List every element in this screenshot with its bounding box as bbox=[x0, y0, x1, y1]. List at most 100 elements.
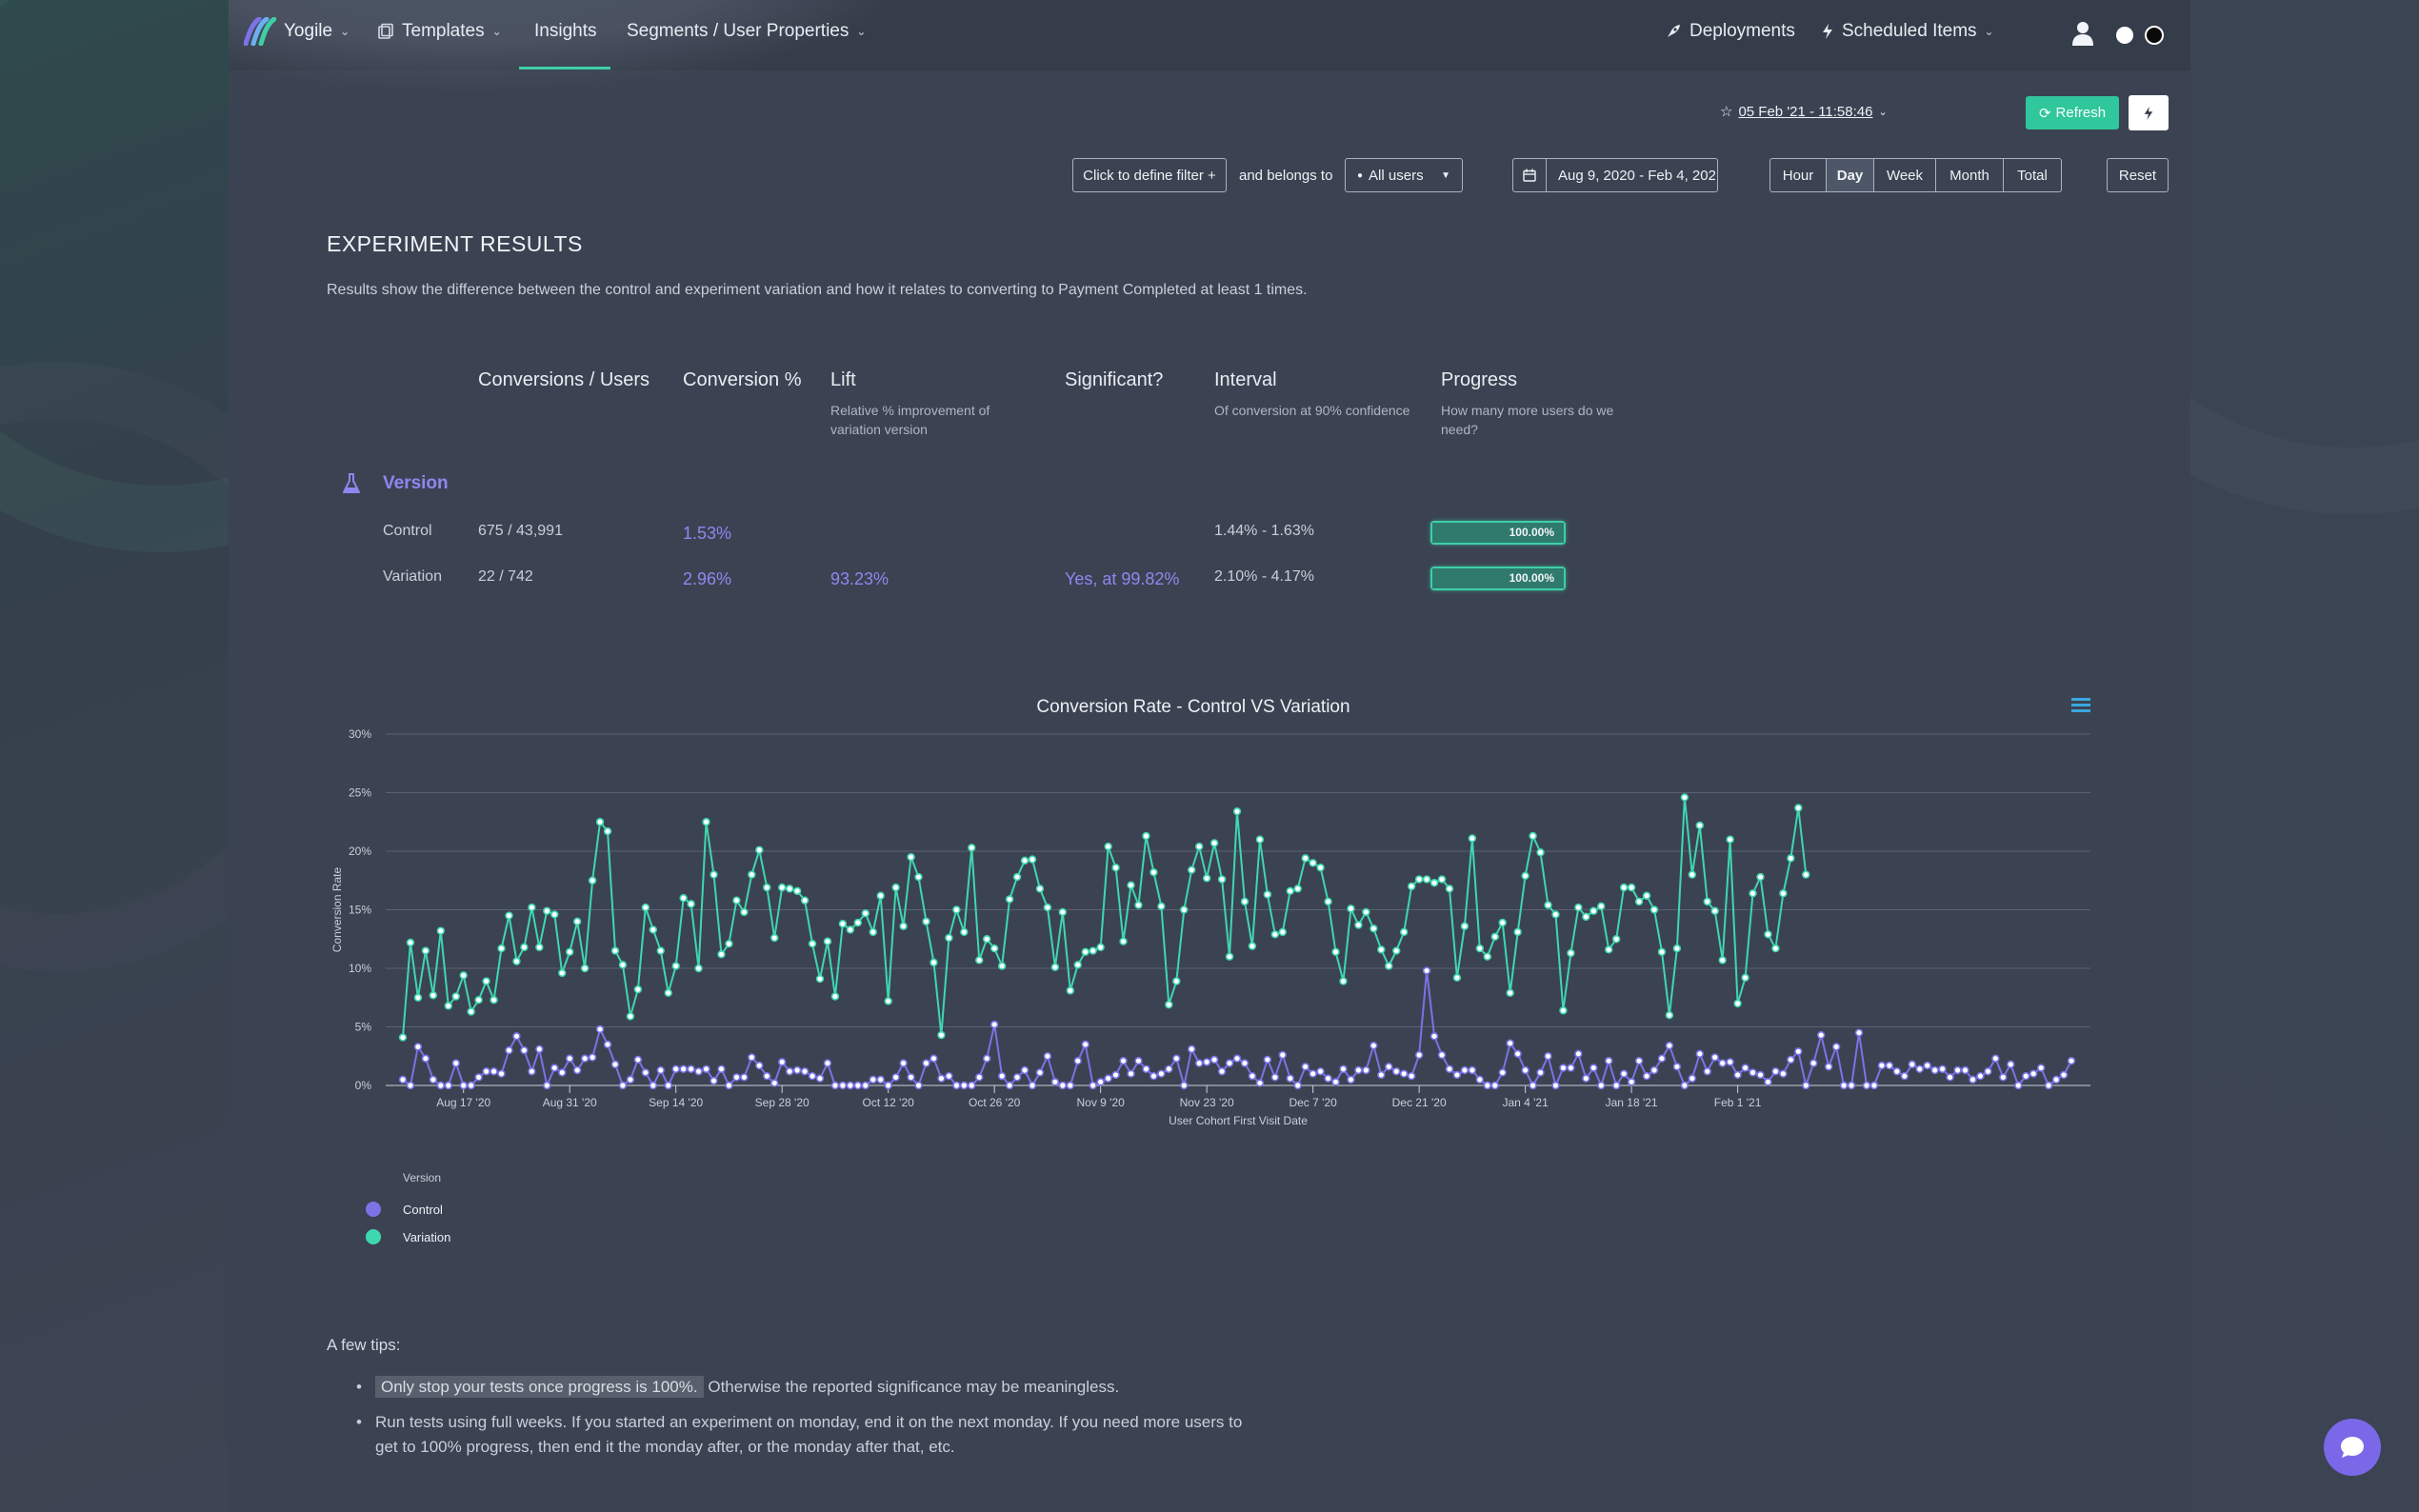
granularity-day[interactable]: Day bbox=[1826, 158, 1874, 192]
granularity-month[interactable]: Month bbox=[1935, 158, 2004, 192]
data-point-variation bbox=[884, 997, 892, 1005]
data-point-control bbox=[1127, 1069, 1135, 1078]
data-point-variation bbox=[725, 939, 733, 948]
data-point-variation bbox=[1649, 905, 1659, 914]
nav-scheduled-items[interactable]: Scheduled Items ⌄ bbox=[1821, 21, 1994, 42]
data-point-variation bbox=[1188, 865, 1196, 874]
nav-deployments[interactable]: Deployments bbox=[1665, 21, 1795, 42]
data-point-control bbox=[1854, 1028, 1864, 1037]
chart-menu-icon[interactable] bbox=[2071, 698, 2090, 715]
bullet-icon: • bbox=[356, 1413, 362, 1431]
data-point-control bbox=[1293, 1081, 1302, 1090]
data-point-control bbox=[823, 1059, 832, 1067]
data-point-control bbox=[505, 1045, 513, 1055]
progress-fill bbox=[1432, 523, 1564, 543]
data-point-control bbox=[1642, 1071, 1651, 1081]
data-point-variation bbox=[960, 927, 969, 937]
x-tick-label: Dec 21 '20 bbox=[1392, 1096, 1447, 1109]
x-tick-label: Aug 17 '20 bbox=[436, 1096, 490, 1109]
data-point-variation bbox=[1437, 875, 1447, 884]
data-point-variation bbox=[1756, 872, 1765, 882]
rocket-icon bbox=[1668, 25, 1680, 37]
data-point-control bbox=[960, 1081, 969, 1090]
data-point-variation bbox=[1111, 864, 1120, 872]
data-point-control bbox=[937, 1074, 946, 1083]
data-point-control bbox=[580, 1054, 590, 1063]
reset-button[interactable]: Reset bbox=[2107, 158, 2169, 192]
data-point-control bbox=[2044, 1081, 2053, 1090]
quick-action-button[interactable] bbox=[2129, 95, 2169, 130]
data-point-control bbox=[1688, 1074, 1697, 1083]
data-point-control bbox=[1589, 1064, 1598, 1072]
refresh-icon: ⟳ bbox=[2038, 105, 2051, 122]
data-point-variation bbox=[1202, 874, 1211, 883]
data-point-control bbox=[717, 1064, 726, 1073]
data-point-control bbox=[490, 1067, 498, 1076]
col-interval: Interval bbox=[1214, 369, 1277, 390]
data-point-control bbox=[1862, 1081, 1871, 1090]
chat-button[interactable] bbox=[2324, 1419, 2381, 1476]
data-point-variation bbox=[1089, 946, 1097, 955]
brand-menu[interactable]: Yogile ⌄ bbox=[244, 17, 350, 46]
granularity-week[interactable]: Week bbox=[1873, 158, 1936, 192]
data-point-control bbox=[1597, 1081, 1606, 1090]
data-point-control bbox=[1787, 1055, 1795, 1064]
granularity-total[interactable]: Total bbox=[2003, 158, 2062, 192]
data-point-variation bbox=[595, 818, 605, 826]
data-point-control bbox=[830, 1081, 840, 1090]
data-point-control bbox=[1188, 1044, 1196, 1054]
data-point-variation bbox=[1589, 906, 1598, 915]
users-select[interactable]: ● All users ▼ bbox=[1345, 158, 1463, 192]
x-tick-label: Sep 28 '20 bbox=[755, 1096, 810, 1109]
data-point-variation bbox=[792, 886, 802, 896]
col-lift: Lift bbox=[830, 369, 856, 390]
data-point-control bbox=[945, 1071, 953, 1081]
data-point-variation bbox=[740, 907, 749, 917]
data-point-variation bbox=[1005, 895, 1014, 904]
nav-insights[interactable]: Insights bbox=[534, 21, 596, 42]
data-point-control bbox=[838, 1081, 848, 1090]
data-point-variation bbox=[626, 1012, 635, 1021]
data-point-control bbox=[2022, 1071, 2030, 1081]
data-point-control bbox=[1680, 1081, 1689, 1090]
data-point-variation bbox=[914, 872, 923, 882]
progress-label: 100.00% bbox=[1509, 571, 1554, 585]
data-point-control bbox=[1513, 1049, 1522, 1058]
data-point-variation bbox=[406, 938, 415, 947]
data-point-control bbox=[853, 1081, 863, 1090]
date-range-picker[interactable]: Aug 9, 2020 - Feb 4, 202 bbox=[1512, 158, 1718, 192]
data-point-variation bbox=[641, 903, 650, 912]
user-avatar-icon[interactable] bbox=[2071, 21, 2094, 46]
nav-segments[interactable]: Segments / User Properties ⌄ bbox=[627, 21, 866, 42]
conversion-rate-chart: Conversion Rate - Control VS Variation 0%… bbox=[330, 697, 2090, 1244]
data-point-variation bbox=[1787, 854, 1795, 863]
nav-templates[interactable]: Templates ⌄ bbox=[377, 21, 502, 42]
data-point-control bbox=[1043, 1052, 1052, 1061]
chevron-down-icon: ⌄ bbox=[1878, 106, 1888, 118]
data-point-control bbox=[1999, 1073, 2008, 1082]
data-point-control bbox=[1877, 1061, 1887, 1070]
data-point-control bbox=[1991, 1054, 2000, 1063]
reset-label: Reset bbox=[2118, 167, 2157, 184]
data-point-variation bbox=[413, 993, 423, 1002]
data-point-variation bbox=[1567, 948, 1575, 958]
data-point-control bbox=[1657, 1054, 1667, 1063]
data-point-control bbox=[2007, 1060, 2015, 1069]
data-point-control bbox=[1452, 1070, 1462, 1080]
refresh-button[interactable]: ⟳ Refresh bbox=[2026, 96, 2119, 129]
data-point-control bbox=[656, 1065, 665, 1075]
timestamp-selector[interactable]: ☆ 05 Feb '21 - 11:58:46 ⌄ bbox=[1720, 103, 1888, 121]
light-theme-toggle[interactable] bbox=[2116, 27, 2133, 44]
dark-theme-toggle[interactable] bbox=[2145, 26, 2164, 45]
data-point-control bbox=[558, 1068, 567, 1077]
data-point-variation bbox=[1574, 903, 1583, 912]
define-filter-button[interactable]: Click to define filter + bbox=[1072, 158, 1227, 192]
group-label-version[interactable]: Version bbox=[383, 473, 449, 493]
granularity-hour[interactable]: Hour bbox=[1769, 158, 1827, 192]
row-conv-pct: 2.96% bbox=[683, 569, 732, 588]
data-point-control bbox=[1869, 1081, 1879, 1090]
data-point-control bbox=[1422, 966, 1431, 975]
data-point-control bbox=[1551, 1081, 1560, 1090]
data-point-control bbox=[664, 1081, 672, 1090]
data-point-variation bbox=[543, 906, 551, 915]
